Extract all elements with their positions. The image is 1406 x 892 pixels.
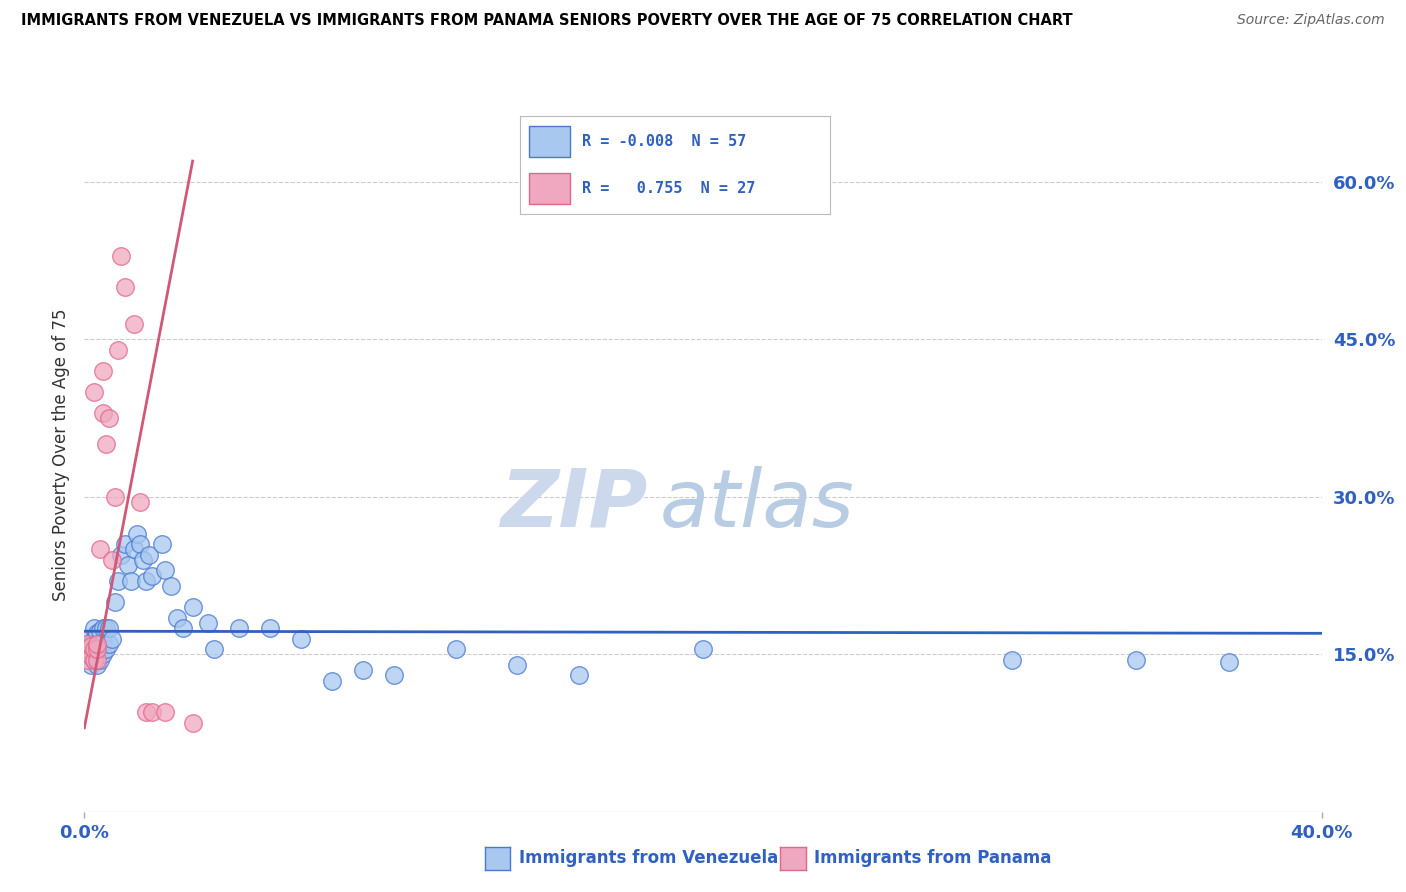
Point [259,621,281,635]
Point [83,621,105,635]
Point [321,673,343,688]
Point [132,553,155,567]
Point [382,668,405,682]
Point [76,637,98,651]
Point [122,317,145,331]
Point [86,637,108,651]
Point [110,548,132,562]
Text: R =   0.755  N = 27: R = 0.755 N = 27 [582,181,755,196]
Text: ZIP: ZIP [501,466,647,544]
Point [76,642,98,657]
Point [122,542,145,557]
Point [83,642,105,657]
Point [506,657,529,672]
Point [352,663,374,677]
Point [86,626,108,640]
Point [79,637,101,651]
Point [98,411,121,425]
Point [114,537,136,551]
Point [94,642,117,657]
Text: R = -0.008  N = 57: R = -0.008 N = 57 [582,134,747,149]
Point [568,668,591,682]
Point [172,621,194,635]
Point [141,705,163,719]
Point [79,649,101,664]
Point [76,652,98,666]
Point [153,563,176,577]
Point [141,568,163,582]
Point [117,558,139,573]
Point [228,621,250,635]
Point [79,639,101,653]
Point [129,495,152,509]
Point [83,632,105,646]
Point [89,542,111,557]
Point [104,595,127,609]
Point [91,634,114,648]
Text: Source: ZipAtlas.com: Source: ZipAtlas.com [1237,13,1385,28]
Point [692,642,714,657]
Point [83,652,105,666]
Point [89,639,111,653]
Point [79,657,101,672]
Point [104,490,127,504]
Point [94,437,117,451]
Y-axis label: Seniors Poverty Over the Age of 75: Seniors Poverty Over the Age of 75 [52,309,70,601]
Point [79,648,101,662]
Point [160,579,183,593]
Point [181,600,204,615]
Point [138,548,160,562]
Point [86,642,108,657]
Point [98,621,121,635]
Point [120,574,142,588]
Point [290,632,312,646]
Text: Immigrants from Venezuela: Immigrants from Venezuela [519,849,778,867]
Point [91,648,114,662]
Point [83,642,105,657]
Point [150,537,173,551]
Text: IMMIGRANTS FROM VENEZUELA VS IMMIGRANTS FROM PANAMA SENIORS POVERTY OVER THE AGE: IMMIGRANTS FROM VENEZUELA VS IMMIGRANTS … [21,13,1073,29]
Point [86,652,108,666]
Point [197,615,219,630]
Point [114,280,136,294]
Point [107,343,129,357]
Point [1125,652,1147,666]
Point [89,652,111,666]
Point [1001,652,1024,666]
Point [89,624,111,639]
Point [202,642,225,657]
Point [129,537,152,551]
Point [91,621,114,635]
Point [135,705,157,719]
Point [86,657,108,672]
Point [91,364,114,378]
Point [125,526,148,541]
Point [83,652,105,666]
Point [166,610,188,624]
Point [181,715,204,730]
Point [101,632,124,646]
Point [76,642,98,657]
Point [76,632,98,646]
Point [94,621,117,635]
Point [101,553,124,567]
Bar [530,126,569,157]
Point [110,248,132,262]
Point [86,642,108,657]
Bar [530,173,569,204]
Point [444,642,467,657]
Point [153,705,176,719]
Point [135,574,157,588]
Point [98,637,121,651]
Point [107,574,129,588]
Point [83,384,105,399]
Point [1218,655,1240,669]
Point [91,406,114,420]
Text: atlas: atlas [659,466,855,544]
Text: Immigrants from Panama: Immigrants from Panama [814,849,1052,867]
